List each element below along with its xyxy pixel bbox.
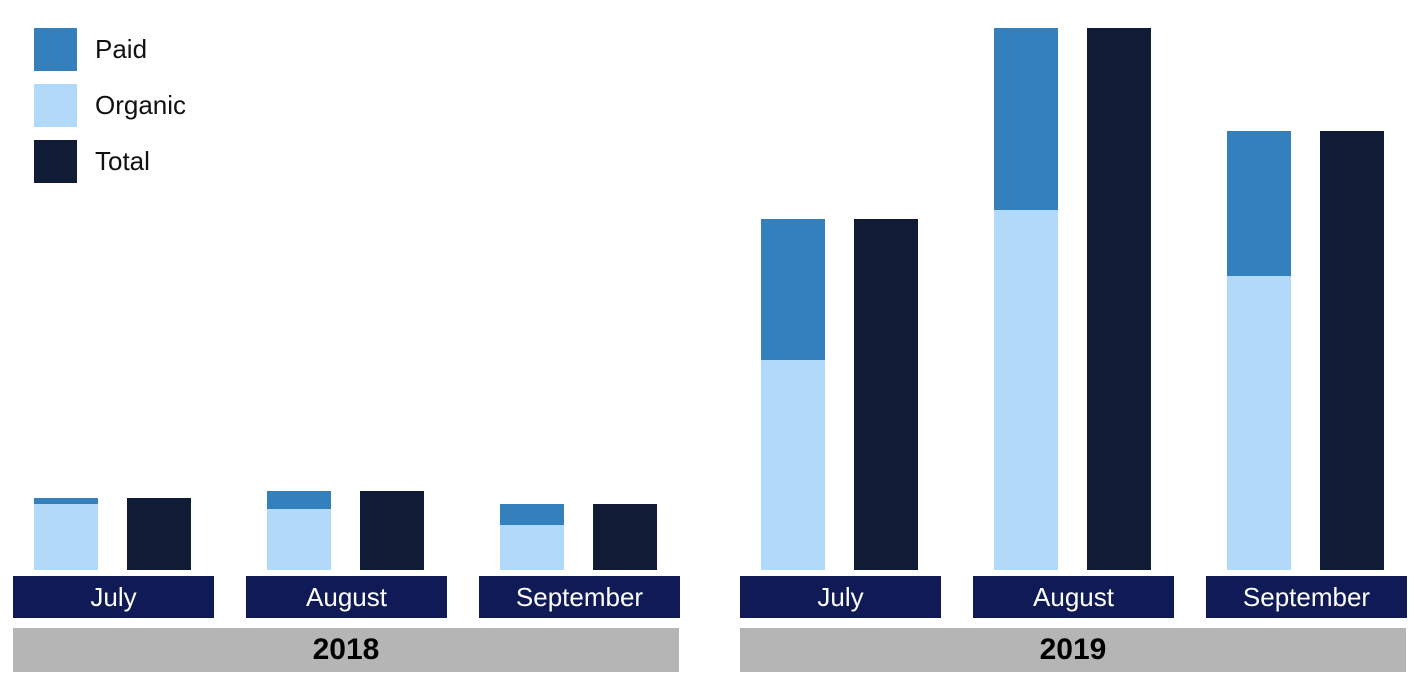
bar-total-2018-august (360, 490, 424, 570)
bar-paid-2019-august (994, 28, 1058, 210)
legend-label-organic: Organic (95, 90, 187, 120)
bar-total-2018-july (127, 497, 191, 570)
legend-swatch-total (34, 140, 77, 183)
bar-total-2019-september (1320, 130, 1384, 570)
legend-label-total: Total (95, 146, 150, 176)
bar-organic-2019-august (994, 209, 1058, 570)
legend-item-paid: Paid (34, 28, 186, 71)
bar-total-2019-august (1087, 28, 1151, 570)
legend-label-paid: Paid (95, 34, 148, 64)
bar-organic-2019-july (761, 359, 825, 570)
month-label-2018-august: August (246, 576, 447, 618)
bar-paid-2018-august (267, 490, 331, 509)
month-label-2019-july: July (740, 576, 941, 618)
month-label-2019-september: September (1206, 576, 1407, 618)
year-label-2018: 2018 (13, 628, 679, 672)
bar-organic-2018-september (500, 525, 564, 570)
bar-paid-2019-september (1227, 130, 1291, 277)
legend-item-organic: Organic (34, 84, 186, 127)
legend-swatch-organic (34, 84, 77, 127)
legend-swatch-paid (34, 28, 77, 71)
bar-organic-2018-july (34, 503, 98, 570)
bar-paid-2018-july (34, 497, 98, 504)
bar-paid-2019-july (761, 219, 825, 360)
month-label-2018-july: July (13, 576, 214, 618)
bar-organic-2018-august (267, 508, 331, 570)
legend-item-total: Total (34, 140, 186, 183)
bar-paid-2018-september (500, 503, 564, 525)
bar-organic-2019-september (1227, 276, 1291, 570)
year-label-2019: 2019 (740, 628, 1406, 672)
bar-total-2018-september (593, 503, 657, 570)
month-label-2018-september: September (479, 576, 680, 618)
bar-total-2019-july (854, 219, 918, 570)
legend: Paid Organic Total (34, 28, 186, 196)
month-label-2019-august: August (973, 576, 1174, 618)
